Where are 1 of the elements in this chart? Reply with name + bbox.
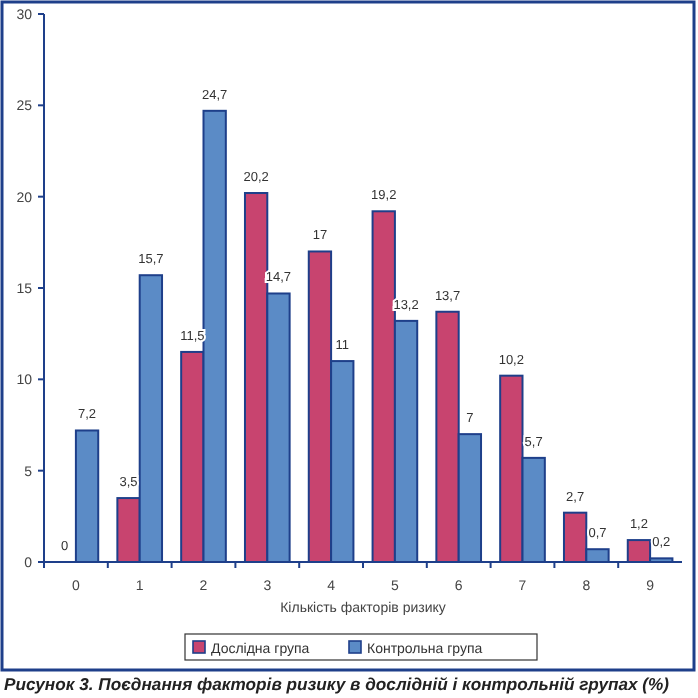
text: Рисунок 3. Поєднання факторів ризику в дослідній і контрольній групах (%) — [4, 674, 670, 694]
